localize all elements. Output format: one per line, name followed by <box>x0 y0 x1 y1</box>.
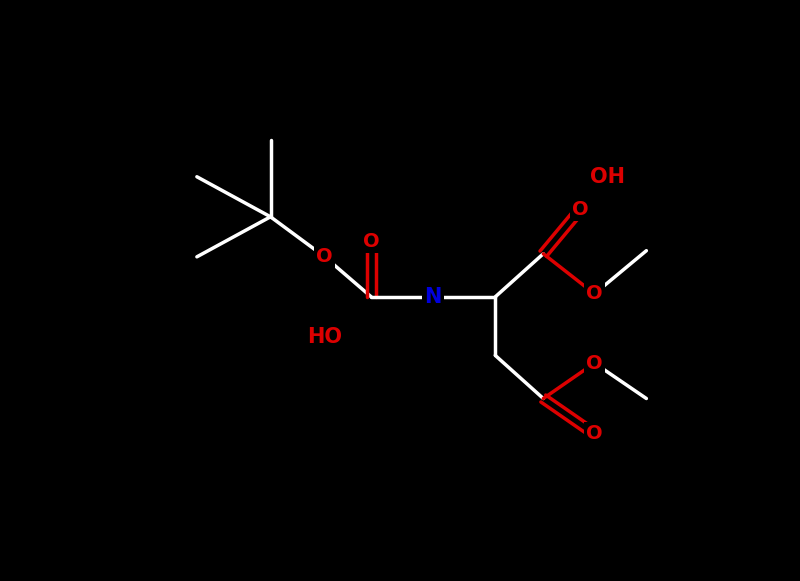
Text: OH: OH <box>590 167 625 187</box>
Text: O: O <box>572 200 589 218</box>
Text: O: O <box>586 284 602 303</box>
Text: O: O <box>363 232 379 251</box>
Text: O: O <box>586 425 602 443</box>
Text: O: O <box>317 248 333 266</box>
Text: O: O <box>586 354 602 372</box>
Text: HO: HO <box>307 327 342 347</box>
Text: N: N <box>425 287 442 307</box>
